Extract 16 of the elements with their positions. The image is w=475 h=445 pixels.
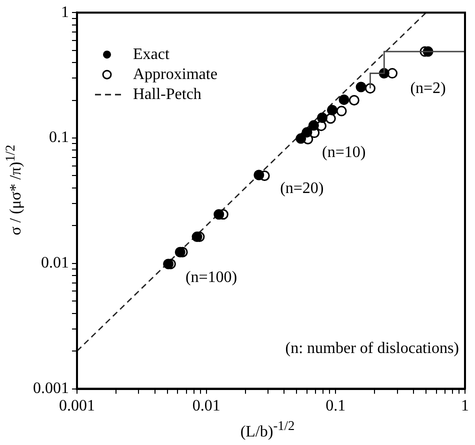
- annotation: (n=10): [322, 144, 366, 161]
- legend-label: Approximate: [133, 66, 218, 83]
- x-axis-title: (L/b)$^{-1/2}$: [239, 418, 296, 441]
- x-tick-label: 0.01: [192, 398, 220, 415]
- legend-label: Hall-Petch: [133, 86, 202, 103]
- annotation: (n=2): [410, 80, 446, 97]
- y-tick-label: 0.01: [41, 254, 69, 272]
- x-tick-label: 1: [461, 398, 469, 415]
- annotation: (n: number of dislocations): [285, 340, 459, 358]
- y-tick-label: 0.001: [33, 380, 69, 398]
- annotation: (n=20): [280, 180, 324, 198]
- y-tick-label: 1: [61, 4, 69, 21]
- annotation: (n=100): [185, 269, 238, 286]
- x-tick-label: 0.1: [326, 398, 346, 415]
- legend-label: Exact: [133, 46, 170, 63]
- y-tick-label: 0.1: [49, 129, 69, 146]
